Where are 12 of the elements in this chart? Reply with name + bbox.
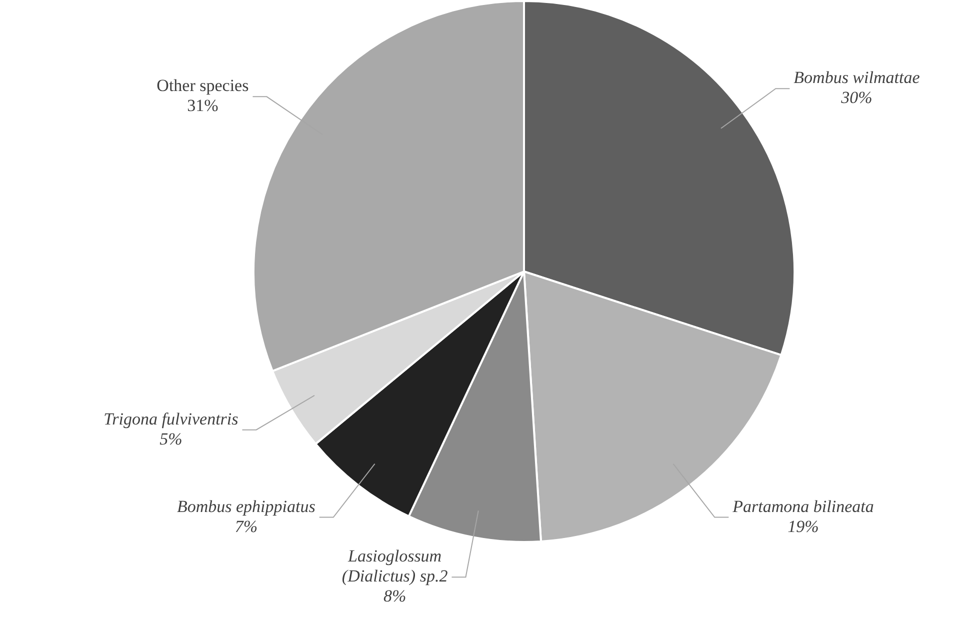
slice-label: Other species — [156, 76, 249, 96]
slice-label: Lasioglossum (Dialictus) sp.2 — [342, 546, 448, 586]
slice-label: Bombus wilmattae — [794, 68, 920, 88]
data-label: 30% — [840, 88, 872, 108]
data-label: 19% — [788, 516, 819, 536]
data-label: 31% — [187, 96, 218, 116]
slice-label: Bombus ephippiatus — [176, 496, 316, 516]
data-label: 7% — [234, 516, 258, 536]
slice-label: Partamona bilineata — [732, 496, 874, 516]
data-label: 5% — [160, 429, 182, 448]
slice-label: Trigona fulviventris — [104, 409, 239, 428]
data-label: 8% — [383, 586, 406, 606]
